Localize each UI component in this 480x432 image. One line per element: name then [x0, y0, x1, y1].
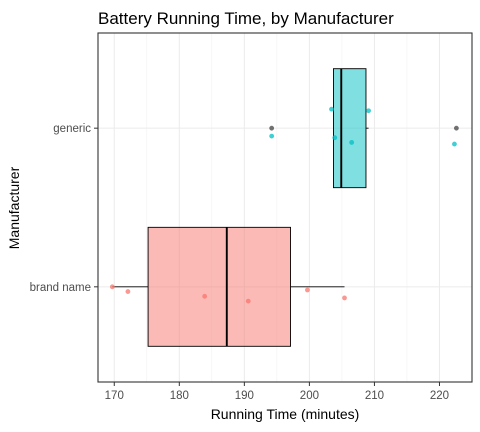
- data-point: [269, 133, 275, 139]
- data-point: [109, 284, 115, 290]
- x-tick-label: 220: [430, 390, 449, 402]
- plot-border: [97, 32, 473, 383]
- x-axis: 170 180 190 200 210 220: [105, 382, 449, 402]
- box-generic: [269, 68, 459, 189]
- x-tick-label: 210: [365, 390, 384, 402]
- y-tick-label: brand name: [30, 282, 91, 294]
- data-point: [245, 298, 251, 304]
- data-point: [366, 108, 371, 114]
- data-point: [202, 293, 208, 299]
- outlier-point: [453, 125, 459, 131]
- box-brand-name: [112, 226, 345, 347]
- y-tick-label: generic: [53, 123, 91, 135]
- data-point: [329, 106, 334, 112]
- outlier-point: [269, 125, 275, 131]
- box-iqr: [147, 226, 291, 347]
- x-tick-label: 190: [235, 390, 254, 402]
- data-point: [349, 140, 355, 145]
- box-layer: [112, 68, 459, 347]
- y-axis: brand name generic: [30, 123, 98, 294]
- x-axis-title: Running Time (minutes): [211, 406, 360, 422]
- chart-title: Battery Running Time, by Manufacturer: [98, 9, 394, 28]
- point-layer: [109, 106, 457, 304]
- data-point: [332, 135, 338, 141]
- y-axis-title: Manufacturer: [6, 166, 22, 249]
- data-point: [305, 287, 310, 293]
- box-iqr: [333, 68, 367, 189]
- data-point: [452, 141, 457, 147]
- x-tick-label: 170: [105, 390, 124, 402]
- data-point: [342, 295, 347, 301]
- x-tick-label: 200: [300, 390, 319, 402]
- x-tick-label: 180: [170, 390, 189, 402]
- data-point: [125, 289, 131, 294]
